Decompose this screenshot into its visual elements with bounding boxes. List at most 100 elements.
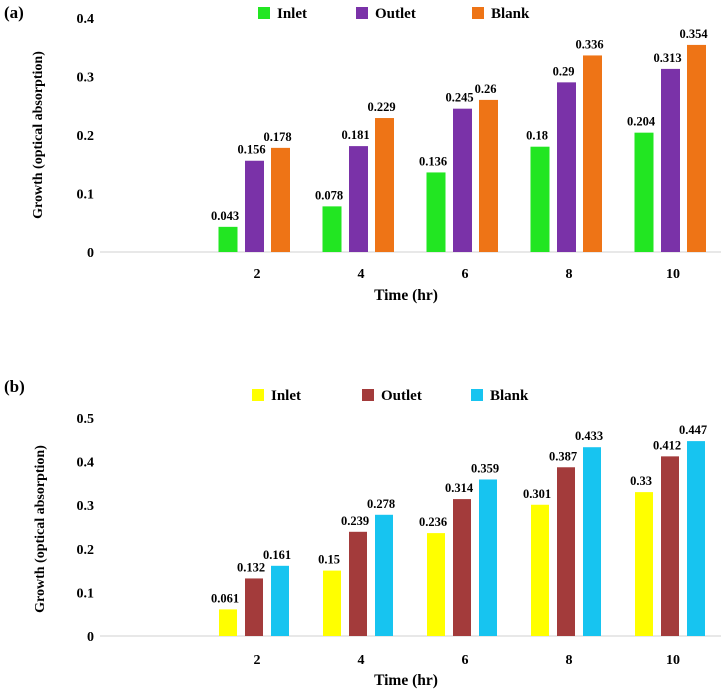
bar-blank-8 [583,55,602,252]
y-tick-label: 0.4 [77,12,95,27]
x-tick-label: 6 [462,267,469,282]
legend-label-inlet: Inlet [277,6,307,22]
data-label: 0.156 [237,143,265,157]
data-label: 0.043 [211,209,239,223]
y-tick-label: 0.1 [77,586,95,601]
bar-outlet-4 [349,531,367,636]
data-label: 0.313 [653,51,681,65]
data-label: 0.412 [653,438,681,452]
bar-blank-10 [687,44,706,252]
y-tick-label: 0.4 [77,456,95,471]
y-axis-label: Growth (optical absorption) [31,51,46,219]
data-label: 0.181 [341,128,369,142]
data-label: 0.18 [526,129,548,143]
bar-blank-4 [375,118,394,252]
bar-inlet-4 [323,570,341,636]
chart-panel-b: (b) Growth (optical absorption) 0 0.1 0.2 0.3… [4,377,721,689]
x-tick-label: 4 [358,267,365,282]
data-label: 0.314 [445,481,474,495]
data-label: 0.433 [575,429,603,443]
bar-inlet-6 [426,172,446,252]
bar-outlet-4 [349,146,368,252]
legend-label-inlet: Inlet [271,388,301,404]
bar-outlet-6 [453,108,472,252]
bar-outlet-8 [557,467,575,636]
bar-outlet-6 [453,499,471,636]
y-tick-label: 0.2 [77,543,95,558]
legend-label-outlet: Outlet [381,388,422,404]
bar-outlet-8 [557,82,576,252]
bar-blank-8 [583,447,601,636]
y-tick-label: 0.1 [77,188,95,203]
x-axis-label: Time (hr) [374,287,438,304]
x-tick-label: 8 [566,267,573,282]
data-label: 0.387 [549,449,577,463]
chart-panel-a: (a) Growth (optical absorption) 0 0.1 0.2 0.3… [4,3,721,304]
x-tick-label: 6 [462,653,469,668]
legend-swatch-outlet [356,7,368,19]
data-label: 0.061 [211,591,239,605]
y-tick-label: 0.2 [77,129,95,144]
legend-label-blank: Blank [490,388,529,404]
x-tick-label: 2 [254,653,261,668]
x-tick-label: 8 [566,653,573,668]
x-tick-label: 10 [666,653,680,668]
data-label: 0.278 [367,497,395,511]
data-label: 0.178 [263,130,291,144]
bar-inlet-10 [634,132,654,252]
bar-inlet-2 [218,226,238,252]
legend-swatch-inlet [252,389,264,401]
legend-label-outlet: Outlet [375,6,416,22]
bar-inlet-8 [530,146,550,252]
bar-inlet-4 [322,206,342,252]
bar-blank-2 [271,147,290,252]
data-label: 0.26 [475,82,497,96]
data-label: 0.204 [627,115,656,129]
y-tick-label: 0.3 [77,499,95,514]
bar-outlet-2 [245,160,264,252]
bar-blank-10 [687,441,705,636]
y-tick-label: 0.5 [77,412,95,427]
legend: Inlet Outlet Blank [258,6,530,22]
x-tick-label: 10 [666,267,680,282]
bar-outlet-10 [661,456,679,636]
bar-inlet-6 [427,533,445,636]
data-label: 0.229 [367,100,395,114]
data-label: 0.078 [315,188,343,202]
bar-blank-4 [375,514,393,636]
bar-blank-6 [479,99,498,253]
data-label: 0.161 [263,548,291,562]
panel-label: (b) [4,377,25,396]
y-axis-label: Growth (optical absorption) [33,445,48,613]
x-axis-label: Time (hr) [374,672,438,689]
legend-swatch-inlet [258,7,270,19]
y-tick-label: 0 [87,246,94,261]
data-label: 0.447 [679,423,707,437]
data-label: 0.359 [471,461,499,475]
data-label: 0.236 [419,515,447,529]
data-label: 0.354 [679,27,708,41]
legend-swatch-outlet [362,389,374,401]
bar-blank-6 [479,479,497,636]
y-tick-label: 0.3 [77,71,95,86]
y-tick-label: 0 [87,630,94,645]
bar-inlet-2 [219,609,237,636]
bar-inlet-10 [635,492,653,636]
data-label: 0.29 [553,64,575,78]
bar-blank-2 [271,565,289,636]
data-label: 0.15 [318,553,340,567]
x-tick-label: 4 [358,653,365,668]
bar-inlet-8 [531,504,549,636]
legend-label-blank: Blank [491,6,530,22]
bar-outlet-10 [661,68,680,253]
legend-swatch-blank [471,389,483,401]
bar-outlet-2 [245,578,263,636]
legend-swatch-blank [472,7,484,19]
data-label: 0.336 [575,37,603,51]
data-label: 0.136 [419,154,447,168]
legend: Inlet Outlet Blank [252,388,529,404]
panel-label: (a) [4,3,24,22]
data-label: 0.239 [341,514,369,528]
x-tick-label: 2 [254,267,261,282]
